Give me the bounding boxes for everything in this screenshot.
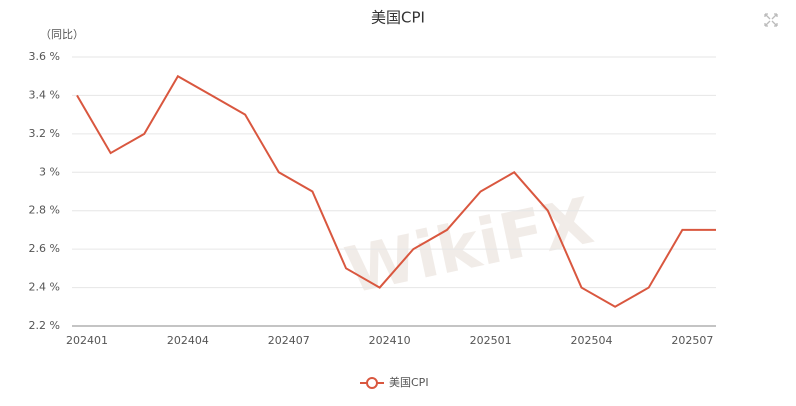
y-tick-label: 3.2 %	[29, 127, 60, 140]
y-tick-label: 2.4 %	[29, 281, 60, 294]
chart-title: 美国CPI	[371, 9, 425, 27]
x-tick-label: 202507	[671, 334, 713, 347]
y-tick-label: 2.6 %	[29, 242, 60, 255]
x-tick-label: 202407	[268, 334, 310, 347]
y-tick-label: 2.8 %	[29, 204, 60, 217]
x-tick-label: 202404	[167, 334, 209, 347]
y-axis-label: （同比）	[40, 28, 84, 41]
expand-icon[interactable]	[764, 13, 778, 27]
y-tick-label: 3 %	[39, 165, 60, 178]
y-tick-label: 3.4 %	[29, 88, 60, 101]
line	[76, 74, 716, 308]
legend-item[interactable]: 美国CPI	[360, 376, 429, 389]
x-tick-label: 202501	[470, 334, 512, 347]
expand-glyph[interactable]	[764, 13, 778, 27]
x-tick-label: 202504	[570, 334, 612, 347]
legend-label: 美国CPI	[389, 376, 429, 389]
x-tick-label: 202410	[369, 334, 411, 347]
x-tick-label: 202401	[66, 334, 108, 347]
legend-marker	[366, 377, 378, 389]
y-tick-label: 2.2 %	[29, 319, 60, 332]
y-tick-label: 3.6 %	[29, 50, 60, 63]
